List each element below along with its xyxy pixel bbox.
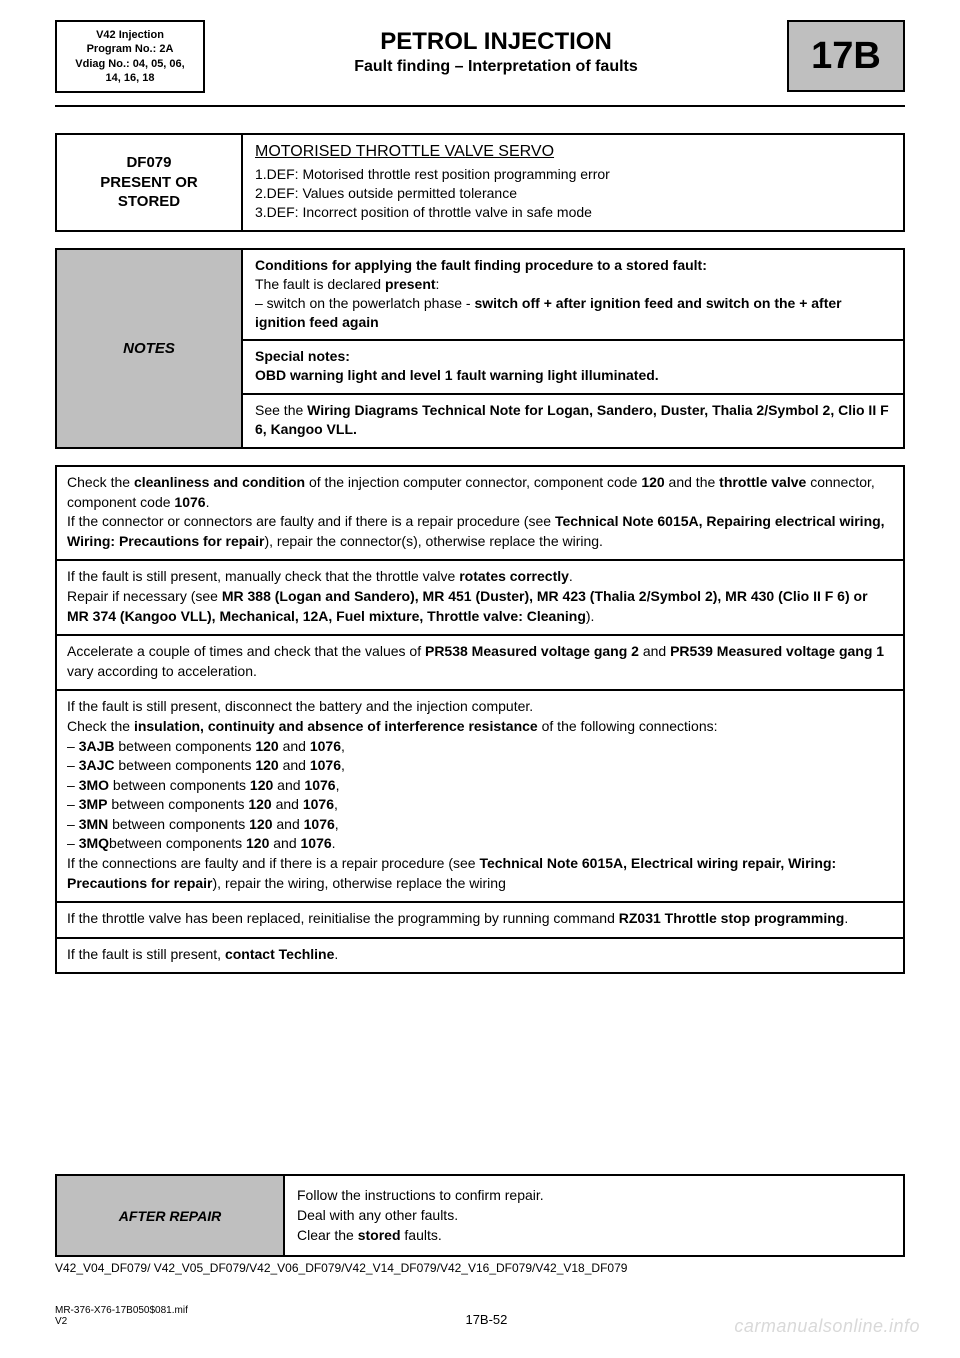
fault-id-line: DF079 <box>100 153 198 173</box>
text: Repair if necessary (see <box>67 588 222 604</box>
step: If the fault is still present, contact T… <box>57 939 903 973</box>
text: Check the <box>67 474 134 490</box>
fault-id-line: PRESENT OR <box>100 173 198 193</box>
fault-def: 3.DEF: Incorrect position of throttle va… <box>255 203 891 222</box>
connection-list: – 3AJB between components 120 and 1076,–… <box>67 737 893 855</box>
connection-line: – 3MP between components 120 and 1076, <box>67 795 893 815</box>
after-repair-content: Follow the instructions to confirm repai… <box>285 1176 903 1255</box>
notes-heading: Conditions for applying the fault findin… <box>255 257 707 273</box>
text: throttle valve <box>719 474 806 490</box>
step: If the throttle valve has been replaced,… <box>57 903 903 939</box>
header: V42 Injection Program No.: 2A Vdiag No.:… <box>55 20 905 93</box>
footer-left: MR-376-X76-17B050$081.mif V2 <box>55 1305 188 1327</box>
step: Check the cleanliness and condition of t… <box>57 467 903 561</box>
fault-id-line: STORED <box>100 192 198 212</box>
meta-line: Vdiag No.: 04, 05, 06, <box>65 57 195 71</box>
text: : <box>436 276 440 292</box>
title-block: PETROL INJECTION Fault finding – Interpr… <box>221 20 771 93</box>
text: present <box>385 276 436 292</box>
text: of the following connections: <box>538 718 718 734</box>
notes-row: See the Wiring Diagrams Technical Note f… <box>243 395 903 447</box>
text: The fault is declared <box>255 276 385 292</box>
text: . <box>334 946 338 962</box>
fault-box: DF079 PRESENT OR STORED MOTORISED THROTT… <box>55 133 905 232</box>
step: Accelerate a couple of times and check t… <box>57 636 903 691</box>
notes-row: Conditions for applying the fault findin… <box>243 250 903 342</box>
fault-id: DF079 PRESENT OR STORED <box>57 135 243 230</box>
text: Check the <box>67 718 134 734</box>
text: and <box>639 643 670 659</box>
text: Follow the instructions to confirm repai… <box>297 1187 544 1203</box>
fault-def: 1.DEF: Motorised throttle rest position … <box>255 165 891 184</box>
page-subtitle: Fault finding – Interpretation of faults <box>221 58 771 76</box>
text: Wiring Diagrams Technical Note for Logan… <box>255 402 889 437</box>
text: 120 <box>641 474 664 490</box>
text: 1076 <box>174 494 205 510</box>
text: and the <box>665 474 720 490</box>
fault-name: MOTORISED THROTTLE VALVE SERVO <box>255 143 891 161</box>
notes-row: Special notes: OBD warning light and lev… <box>243 341 903 395</box>
connection-line: – 3AJC between components 120 and 1076, <box>67 756 893 776</box>
connection-line: – 3MO between components 120 and 1076, <box>67 776 893 796</box>
text: PR538 Measured voltage gang 2 <box>425 643 639 659</box>
text: ), repair the wiring, otherwise replace … <box>213 875 506 891</box>
page: V42 Injection Program No.: 2A Vdiag No.:… <box>0 0 960 1347</box>
text: If the connections are faulty and if the… <box>67 855 479 871</box>
text: . <box>206 494 210 510</box>
text: stored <box>358 1227 401 1243</box>
text: contact Techline <box>225 946 334 962</box>
fault-desc: MOTORISED THROTTLE VALVE SERVO 1.DEF: Mo… <box>243 135 903 230</box>
text: ), repair the connector(s), otherwise re… <box>264 533 602 549</box>
text: See the <box>255 402 307 418</box>
fault-def: 2.DEF: Values outside permitted toleranc… <box>255 184 891 203</box>
section-code: 17B <box>811 35 881 78</box>
text: If the fault is still present, <box>67 946 225 962</box>
text: Deal with any other faults. <box>297 1207 458 1223</box>
doc-ref: MR-376-X76-17B050$081.mif <box>55 1305 188 1316</box>
text: RZ031 Throttle stop programming <box>619 910 845 926</box>
text: insulation, continuity and absence of in… <box>134 718 538 734</box>
steps-box: Check the cleanliness and condition of t… <box>55 465 905 974</box>
text: Accelerate a couple of times and check t… <box>67 643 425 659</box>
meta-line: V42 Injection <box>65 28 195 42</box>
text: Clear the <box>297 1227 358 1243</box>
text: If the fault is still present, manually … <box>67 568 459 584</box>
text: – switch on the powerlatch phase - <box>255 295 474 311</box>
connection-line: – 3AJB between components 120 and 1076, <box>67 737 893 757</box>
text: of the injection computer connector, com… <box>305 474 641 490</box>
text: PR539 Measured voltage gang 1 <box>670 643 884 659</box>
text: faults. <box>401 1227 442 1243</box>
header-rule <box>55 105 905 107</box>
reference-line: V42_V04_DF079/ V42_V05_DF079/V42_V06_DF0… <box>55 1261 905 1275</box>
step: If the fault is still present, manually … <box>57 561 903 636</box>
text: If the throttle valve has been replaced,… <box>67 910 619 926</box>
meta-line: Program No.: 2A <box>65 42 195 56</box>
notes-label: NOTES <box>57 250 243 447</box>
page-title: PETROL INJECTION <box>221 28 771 56</box>
text: ). <box>586 608 595 624</box>
connection-line: – 3MQbetween components 120 and 1076. <box>67 834 893 854</box>
connection-line: – 3MN between components 120 and 1076, <box>67 815 893 835</box>
text: . <box>844 910 848 926</box>
meta-line: 14, 16, 18 <box>65 71 195 85</box>
after-repair-label: AFTER REPAIR <box>57 1176 285 1255</box>
meta-box: V42 Injection Program No.: 2A Vdiag No.:… <box>55 20 205 93</box>
section-code-box: 17B <box>787 20 905 92</box>
after-repair-box: AFTER REPAIR Follow the instructions to … <box>55 1174 905 1257</box>
text: If the fault is still present, disconnec… <box>67 698 533 714</box>
text: rotates correctly <box>459 568 569 584</box>
watermark: carmanualsonline.info <box>734 1316 920 1337</box>
text: OBD warning light and level 1 fault warn… <box>255 367 659 383</box>
notes-content: Conditions for applying the fault findin… <box>243 250 903 447</box>
doc-version: V2 <box>55 1316 188 1327</box>
text: . <box>569 568 573 584</box>
page-number: 17B-52 <box>188 1312 785 1327</box>
text: cleanliness and condition <box>134 474 305 490</box>
text: vary according to acceleration. <box>67 663 257 679</box>
notes-heading: Special notes: <box>255 348 350 364</box>
step: If the fault is still present, disconnec… <box>57 691 903 903</box>
text: If the connector or connectors are fault… <box>67 513 555 529</box>
notes-box: NOTES Conditions for applying the fault … <box>55 248 905 449</box>
